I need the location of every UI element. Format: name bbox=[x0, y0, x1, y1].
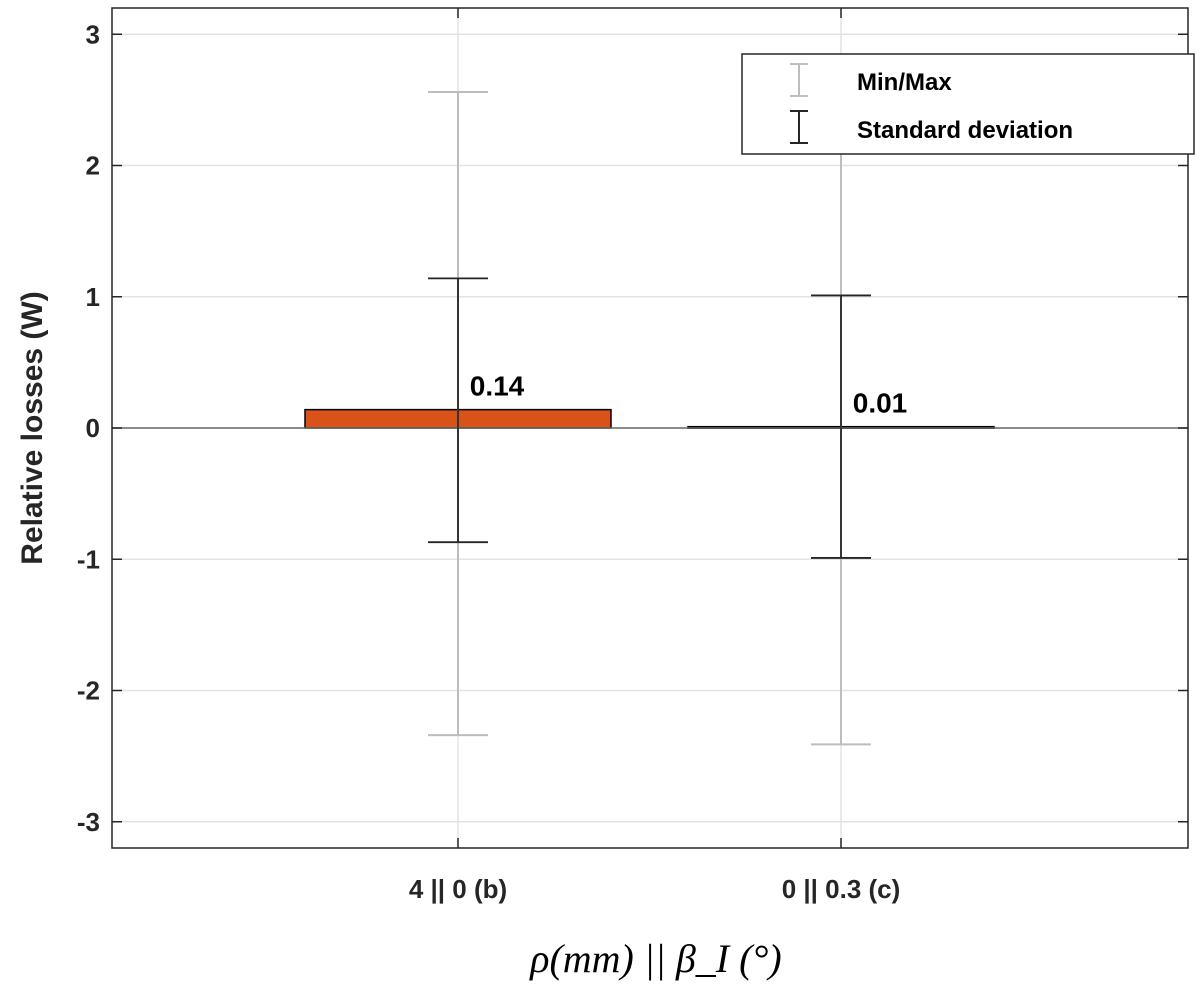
bars bbox=[112, 408, 1188, 429]
legend-box bbox=[741, 53, 1195, 155]
legend: Min/Max Standard deviation bbox=[741, 53, 1195, 155]
y-tick-label: 3 bbox=[86, 19, 100, 49]
legend-entry-minmax: Min/Max bbox=[857, 69, 952, 96]
y-tick-label: -3 bbox=[77, 807, 100, 837]
y-axis-label: Relative losses (W) bbox=[16, 291, 49, 564]
y-tick-label: 0 bbox=[86, 413, 100, 443]
y-axis-ticks: 3 2 1 0 -1 -2 -3 bbox=[77, 19, 1188, 837]
x-axis-label: ρ(mm) || β_I (°) bbox=[528, 936, 781, 981]
data-label: 0.01 bbox=[853, 388, 908, 419]
x-tick-label: 4 || 0 (b) bbox=[409, 874, 507, 904]
data-labels: 0.14 0.01 bbox=[470, 371, 908, 419]
y-tick-label: 2 bbox=[86, 151, 100, 181]
error-bars bbox=[428, 56, 871, 746]
y-tick-label: 1 bbox=[86, 282, 100, 312]
x-tick-label: 0 || 0.3 (c) bbox=[782, 874, 901, 904]
minmax-errorbar-icon bbox=[790, 63, 808, 97]
data-label: 0.14 bbox=[470, 371, 525, 402]
std-errorbar bbox=[811, 294, 871, 559]
legend-entry-std: Standard deviation bbox=[857, 117, 1073, 144]
y-tick-label: -1 bbox=[77, 544, 100, 574]
std-errorbar-icon bbox=[790, 110, 808, 144]
x-axis-label-group: ρ(mm) || β_I (°) bbox=[528, 936, 781, 981]
std-errorbar bbox=[428, 277, 488, 544]
y-tick-label: -2 bbox=[77, 676, 100, 706]
x-axis-ticks: 4 || 0 (b) 0 || 0.3 (c) bbox=[409, 8, 900, 904]
